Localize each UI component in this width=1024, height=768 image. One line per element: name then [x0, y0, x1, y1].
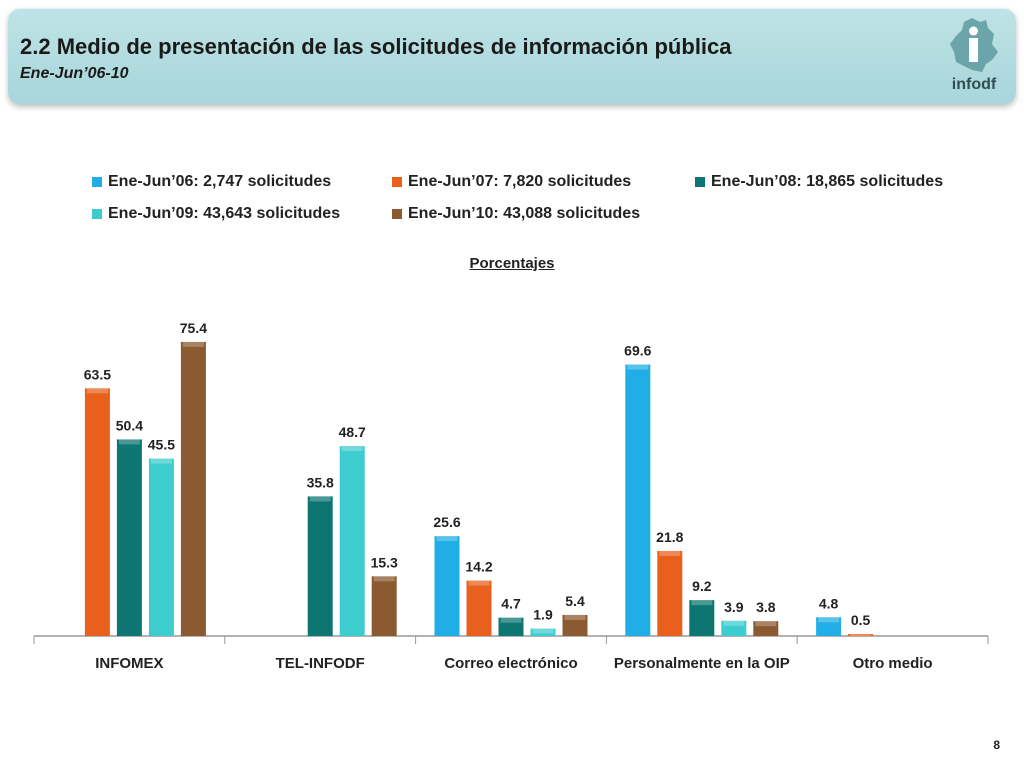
page-number: 8 [993, 738, 1000, 752]
bar [848, 634, 874, 636]
bar-highlight [373, 576, 395, 582]
legend-item: Ene-Jun’07: 7,820 solicitudes [392, 173, 631, 191]
page-subtitle: Ene-Jun’06-10 [20, 65, 129, 82]
legend-item: Ene-Jun’10: 43,088 solicitudes [392, 205, 640, 223]
data-label: 9.2 [692, 578, 712, 594]
bar-highlight [86, 388, 108, 394]
bar-highlight [818, 617, 840, 623]
bar [466, 580, 492, 636]
bar [753, 621, 779, 636]
page-title: 2.2 Medio de presentación de las solicit… [20, 34, 732, 59]
data-label: 3.9 [724, 599, 744, 615]
data-label: 14.2 [465, 559, 492, 575]
bar [180, 341, 206, 636]
data-label: 45.5 [148, 437, 175, 453]
legend-item: Ene-Jun’06: 2,747 solicitudes [92, 173, 331, 191]
bar [307, 496, 333, 636]
legend-swatch [92, 209, 102, 219]
bar [657, 550, 683, 636]
infodf-logo: infodf [942, 14, 1006, 104]
data-label: 48.7 [339, 424, 366, 440]
legend-label: Ene-Jun’06: 2,747 solicitudes [108, 173, 332, 190]
bar [148, 458, 174, 636]
legend-swatch [695, 177, 705, 187]
bar-highlight [468, 580, 490, 586]
bar [84, 388, 110, 636]
legend-swatch [92, 177, 102, 187]
legend-swatch [392, 209, 402, 219]
logo-text: infodf [951, 76, 997, 93]
x-tick-label: Correo electrónico [444, 655, 577, 672]
slide-header: 2.2 Medio de presentación de las solicit… [8, 8, 1016, 104]
bar-highlight [309, 496, 331, 502]
data-label: 4.8 [819, 595, 839, 611]
bar [339, 446, 365, 636]
bar [562, 614, 588, 636]
bar-highlight [182, 341, 204, 347]
x-tick-label: Personalmente en la OIP [614, 655, 790, 672]
bar-highlight [755, 621, 777, 627]
data-label: 25.6 [433, 514, 460, 530]
bar-highlight [659, 550, 681, 556]
bar-highlight [564, 614, 586, 620]
data-label: 75.4 [180, 320, 207, 336]
bar [689, 600, 715, 636]
bar-highlight [850, 634, 872, 636]
data-label: 69.6 [624, 343, 651, 359]
legend-label: Ene-Jun’08: 18,865 solicitudes [711, 173, 944, 190]
legend-label: Ene-Jun’09: 43,643 solicitudes [108, 205, 341, 222]
data-label: 3.8 [756, 599, 776, 615]
bar-chart: INFOMEX 63.5 50.4 45.5 75.4 TEL-INFODF 35.8 48.… [33, 320, 989, 672]
bar [116, 439, 142, 636]
x-tick-label: TEL-INFODF [276, 655, 365, 672]
map-icon [950, 18, 998, 72]
data-label: 63.5 [84, 366, 111, 382]
data-label: 21.8 [656, 529, 683, 545]
chart-title: Porcentajes [469, 255, 555, 272]
bar-highlight [341, 446, 363, 452]
bar-highlight [691, 600, 713, 606]
bar [721, 620, 747, 636]
legend-item: Ene-Jun’09: 43,643 solicitudes [92, 205, 340, 223]
data-label: 0.5 [851, 612, 871, 628]
x-tick-label: Otro medio [853, 655, 933, 672]
legend-swatch [392, 177, 402, 187]
bar-highlight [118, 439, 140, 445]
bar [371, 576, 397, 636]
data-label: 5.4 [565, 593, 585, 609]
data-label: 35.8 [307, 474, 334, 490]
x-tick-label: INFOMEX [95, 655, 163, 672]
bar [625, 364, 651, 636]
bar [530, 628, 556, 636]
bar-highlight [532, 628, 554, 634]
bar [816, 617, 842, 636]
bar [498, 617, 524, 636]
bar-highlight [723, 620, 745, 626]
legend-label: Ene-Jun’07: 7,820 solicitudes [408, 173, 632, 190]
data-label: 1.9 [533, 607, 553, 623]
bar-highlight [436, 536, 458, 542]
data-label: 50.4 [116, 417, 143, 433]
legend-item: Ene-Jun’08: 18,865 solicitudes [695, 173, 943, 191]
bar [434, 536, 460, 636]
legend-label: Ene-Jun’10: 43,088 solicitudes [408, 205, 641, 222]
bar-highlight [500, 617, 522, 623]
bar-highlight [627, 364, 649, 370]
data-label: 15.3 [371, 554, 398, 570]
bar-highlight [150, 458, 172, 464]
data-label: 4.7 [501, 596, 521, 612]
